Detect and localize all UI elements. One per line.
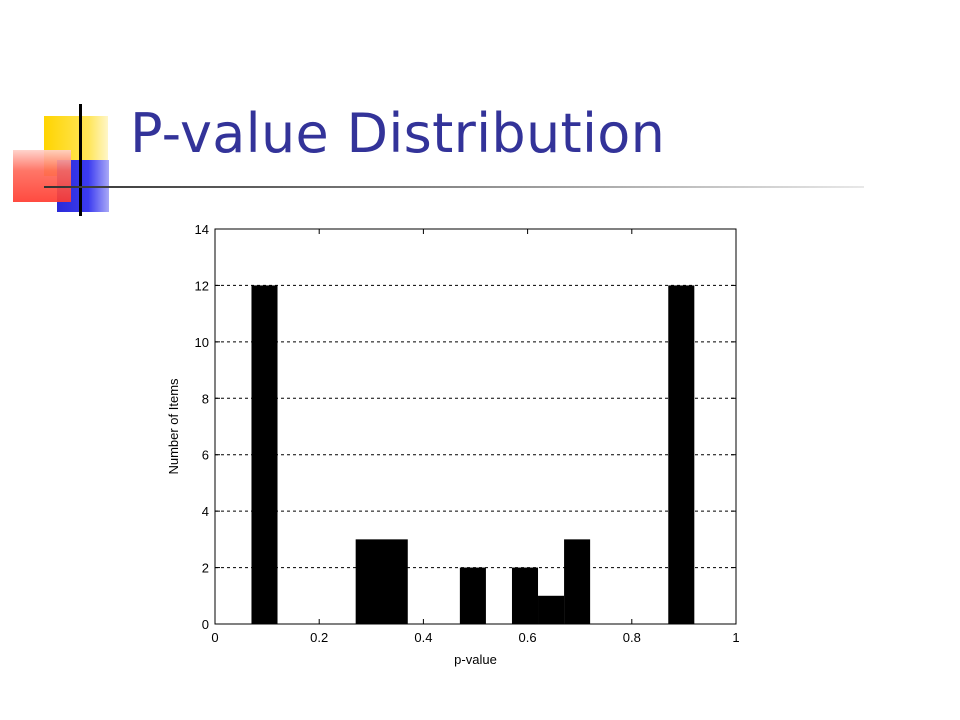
x-tick-label: 0 [211, 630, 218, 645]
y-tick-label: 12 [195, 278, 209, 293]
y-tick-label: 0 [202, 617, 209, 632]
x-axis-label: p-value [454, 652, 497, 667]
x-tick-label: 1 [732, 630, 739, 645]
bars [251, 285, 695, 624]
histogram-bar [564, 539, 591, 624]
y-axis-label: Number of Items [166, 378, 181, 475]
y-tick-label: 6 [202, 448, 209, 463]
grid-lines [215, 284, 736, 569]
y-tick-label: 10 [195, 335, 209, 350]
histogram-bar [251, 285, 278, 624]
y-tick-label: 4 [202, 504, 209, 519]
histogram-bar [459, 567, 486, 624]
plot-frame [214, 228, 737, 625]
y-tick-label: 2 [202, 561, 209, 576]
x-tick-label: 0.6 [519, 630, 537, 645]
histogram-bar [511, 567, 539, 624]
y-tick-label: 8 [202, 391, 209, 406]
histogram-bar [668, 285, 695, 624]
x-ticks: 0 0.2 0.4 0.6 0.8 1 [211, 229, 740, 645]
x-tick-label: 0.2 [310, 630, 328, 645]
title-underline [44, 186, 864, 188]
logo-red-square [13, 150, 71, 202]
x-tick-label: 0.8 [623, 630, 641, 645]
slide-title: P-value Distribution [130, 102, 666, 165]
y-ticks: 0 2 4 6 8 10 12 14 [195, 222, 736, 632]
x-tick-label: 0.4 [414, 630, 432, 645]
histogram-bar [538, 595, 565, 624]
y-tick-label: 14 [195, 222, 209, 237]
logo-vertical-line [79, 104, 82, 216]
histogram-bar [355, 539, 408, 624]
